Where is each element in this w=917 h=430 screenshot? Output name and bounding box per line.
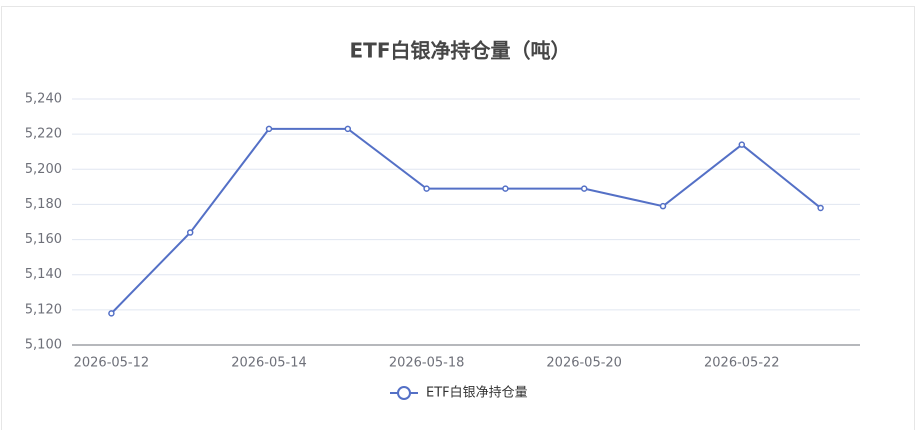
legend-marker	[397, 386, 411, 400]
data-point	[659, 202, 667, 210]
data-point	[108, 310, 115, 317]
data-point	[265, 125, 273, 133]
x-tick-label: 2026-05-20	[546, 356, 622, 371]
series-line	[110, 127, 822, 315]
y-tick-label: 15,100	[17, 338, 63, 353]
y-tick-label: 15,180	[17, 197, 63, 212]
data-point	[738, 141, 746, 148]
y-tick-label: 15,120	[17, 302, 63, 317]
y-tick-label: 15,240	[17, 92, 63, 107]
x-tick-label: 2026-05-14	[231, 356, 307, 371]
data-point	[423, 185, 430, 192]
data-point	[344, 125, 352, 133]
x-tick-label: 2026-05-18	[389, 356, 465, 371]
data-point	[817, 204, 824, 212]
y-tick-label: 15,140	[17, 267, 63, 282]
y-axis-labels: 15,100 15,120 15,140 15,160 15,180 15,200 15,2…	[17, 92, 63, 353]
data-point	[186, 229, 194, 236]
x-tick-label: 2026-05-12	[74, 356, 150, 371]
chart-title: ETF白银净持仓量（吨）	[350, 39, 571, 63]
data-point	[502, 185, 509, 192]
legend-label: ETF白银净持仓量	[426, 385, 528, 401]
frame	[1, 6, 915, 430]
data-point	[580, 185, 588, 192]
y-tick-label: 15,200	[17, 162, 63, 177]
y-tick-label: 15,220	[17, 127, 63, 142]
y-tick-label: 15,160	[17, 232, 63, 247]
x-tick-label: 2026-05-22	[704, 356, 780, 371]
